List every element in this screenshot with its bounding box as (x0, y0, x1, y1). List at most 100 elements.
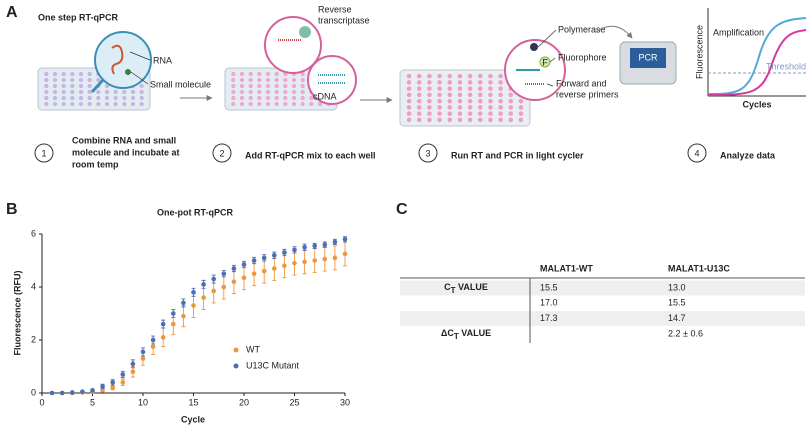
molecule-icon (125, 69, 131, 75)
well (265, 101, 271, 107)
point (80, 389, 85, 394)
well (130, 101, 136, 107)
well (274, 71, 279, 77)
well (406, 98, 412, 104)
well (52, 89, 58, 95)
callout: cDNA (313, 91, 337, 101)
well (291, 101, 297, 107)
step-text: Combine RNA and small (72, 135, 176, 145)
well (300, 95, 305, 101)
point (322, 256, 328, 262)
well (427, 105, 432, 110)
well (265, 83, 271, 89)
polymerase-icon (530, 43, 538, 51)
well (488, 86, 493, 91)
well (78, 95, 84, 101)
well (437, 86, 442, 91)
well (70, 83, 75, 89)
well (498, 111, 503, 116)
well (478, 98, 483, 104)
well (257, 71, 262, 77)
step-number: 1 (41, 148, 46, 158)
cell: 15.5 (668, 298, 686, 308)
well (274, 101, 279, 107)
point (272, 252, 277, 258)
callout: Forward and (556, 78, 607, 88)
y-tick-label: 0 (31, 387, 36, 397)
point (120, 380, 126, 385)
point (49, 390, 55, 396)
well (457, 80, 463, 85)
well (248, 83, 253, 89)
column-header: MALAT1-U13C (668, 263, 730, 273)
point (211, 288, 216, 294)
well (265, 77, 271, 83)
point (120, 372, 126, 377)
well (457, 92, 463, 98)
well (406, 117, 412, 123)
well (427, 86, 432, 91)
step-circle (687, 143, 707, 163)
point (160, 335, 166, 340)
well (417, 80, 422, 85)
well (231, 101, 236, 107)
well (447, 117, 452, 123)
label-text: VALUE (456, 282, 488, 292)
well (257, 77, 262, 83)
well (498, 86, 503, 91)
well (104, 95, 110, 101)
well (518, 111, 524, 116)
well (427, 92, 432, 98)
well (70, 71, 75, 77)
well (467, 80, 473, 85)
point (231, 279, 237, 285)
row-label: CT VALUE (444, 282, 488, 295)
well (239, 71, 245, 77)
well (139, 95, 144, 101)
well (61, 89, 66, 95)
well (52, 83, 58, 89)
point (211, 276, 216, 282)
well (417, 111, 422, 116)
cell: 2.2 ± 0.6 (668, 328, 703, 338)
step-text: Add RT-qPCR mix to each well (245, 150, 376, 160)
well (437, 73, 442, 79)
well (498, 73, 503, 79)
callout: reverse primers (556, 89, 619, 99)
well (447, 86, 452, 91)
well (231, 71, 236, 77)
point (241, 275, 247, 281)
point (241, 262, 247, 267)
well (488, 98, 493, 104)
well (300, 77, 305, 83)
well (518, 117, 524, 123)
well (437, 92, 442, 98)
well (61, 95, 66, 101)
point (292, 260, 297, 266)
well (122, 101, 127, 107)
callout: Polymerase (558, 24, 606, 34)
well (309, 95, 314, 101)
well (130, 95, 136, 101)
point (322, 242, 328, 247)
well (44, 71, 49, 77)
magnifier (307, 55, 357, 105)
point (221, 271, 227, 277)
well (283, 101, 288, 107)
point (181, 313, 186, 319)
well (104, 101, 110, 107)
well (113, 101, 118, 107)
well (70, 95, 75, 101)
label-text: C (444, 282, 451, 292)
well (317, 101, 323, 107)
point (140, 349, 146, 355)
point (110, 380, 115, 385)
well (52, 77, 58, 83)
well (427, 98, 432, 104)
well (87, 89, 92, 95)
panel-label: C (396, 201, 408, 218)
point (302, 244, 307, 250)
well (478, 111, 483, 116)
cell: 13.0 (668, 282, 686, 292)
